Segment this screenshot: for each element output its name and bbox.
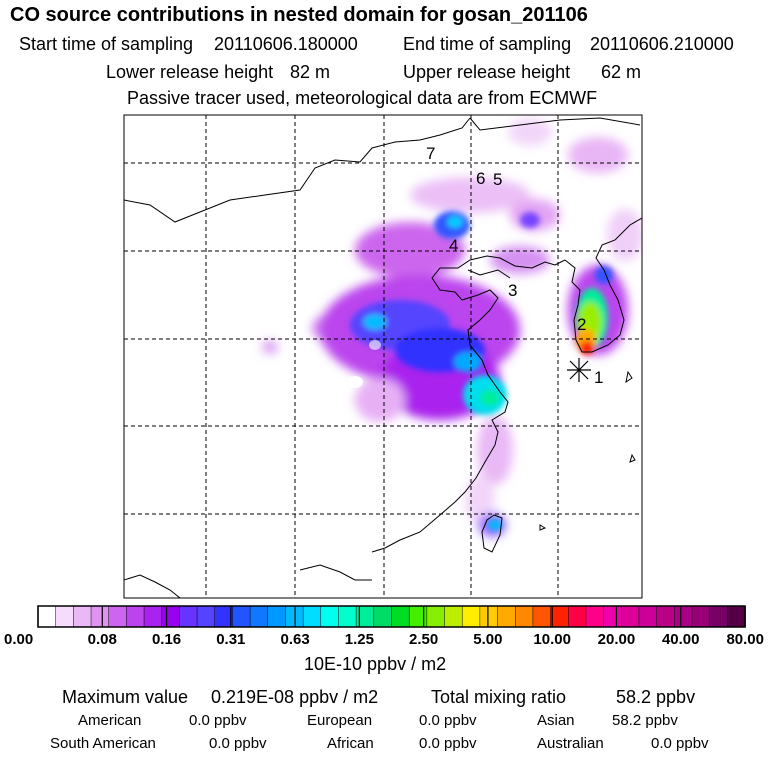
map-label-3: 3: [508, 281, 517, 300]
colorbar-segment: [320, 605, 340, 628]
colorbar-segment: [196, 605, 216, 628]
region-name-american: American: [78, 712, 142, 729]
colorbar-tick-label: 40.00: [662, 631, 700, 648]
region-name-european: European: [307, 712, 373, 729]
total-mixing-value: 58.2 ppbv: [616, 687, 696, 707]
upper-height-value: 62 m: [601, 62, 642, 82]
colorbar-segment: [656, 605, 676, 628]
colorbar-segment: [709, 605, 729, 628]
colorbar-segment: [302, 605, 322, 628]
start-time-label: Start time of sampling: [19, 34, 194, 54]
region-value-south-american: 0.0 ppbv: [209, 735, 267, 752]
colorbar-segment: [550, 605, 570, 628]
concentration-field-core: [350, 211, 613, 531]
colorbar-segment: [179, 605, 198, 628]
map-label-5: 5: [493, 170, 502, 189]
colorbar-segment: [603, 605, 623, 628]
colorbar-segment: [497, 605, 516, 628]
upper-height-label: Upper release height: [403, 62, 571, 82]
colorbar-segment: [232, 605, 251, 628]
lower-height-label: Lower release height: [106, 62, 274, 82]
map-label-4: 4: [449, 236, 458, 255]
map-label-1: 1: [594, 368, 603, 387]
colorbar-segment: [90, 605, 110, 628]
colorbar-segment: [73, 605, 92, 628]
colorbar-tick-label: 80.00: [726, 631, 764, 648]
max-value: 0.219E-08 ppbv / m2: [211, 687, 379, 707]
max-value-label: Maximum value: [62, 687, 189, 707]
colorbar: [37, 605, 746, 628]
map-label-2: 2: [577, 315, 586, 334]
colorbar-tick-label: 20.00: [598, 631, 636, 648]
region-value-american: 0.0 ppbv: [189, 712, 247, 729]
colorbar-tick-label: 5.00: [473, 631, 502, 648]
plot-title: CO source contributions in nested domain…: [10, 4, 588, 26]
colorbar-segment: [621, 605, 640, 628]
region-value-asian: 58.2 ppbv: [612, 712, 678, 729]
region-name-south-american: South American: [50, 735, 156, 752]
colorbar-segment: [444, 605, 463, 628]
colorbar-segment: [479, 605, 499, 628]
colorbar-segment: [338, 605, 357, 628]
colorbar-segment: [161, 605, 181, 628]
colorbar-tick-label: 2.50: [409, 631, 438, 648]
colorbar-ticks: 0.00 0.08 0.16 0.31 0.63 1.25 2.50 5.00 10.00 20.…: [4, 606, 764, 648]
start-time-value: 20110606.180000: [214, 34, 358, 54]
colorbar-segment: [249, 605, 269, 628]
region-name-australian: Australian: [537, 735, 604, 752]
map-content: [124, 117, 642, 598]
receptor-marker: [567, 358, 591, 382]
colorbar-tick-label: 0.08: [88, 631, 117, 648]
colorbar-segment: [37, 605, 57, 628]
colorbar-segment: [373, 605, 393, 628]
colorbar-segment: [532, 605, 552, 628]
map-label-6: 6: [476, 169, 485, 188]
map-label-7: 7: [426, 144, 435, 163]
tracer-note: Passive tracer used, meteorological data…: [127, 88, 598, 108]
map-frame: [123, 114, 643, 599]
grid-lines: [124, 115, 642, 598]
region-name-african: African: [327, 735, 374, 752]
colorbar-segment: [214, 605, 234, 628]
colorbar-segment: [727, 605, 746, 628]
colorbar-segment: [108, 605, 128, 628]
colorbar-unit: 10E-10 ppbv / m2: [304, 654, 447, 674]
colorbar-segment: [638, 605, 658, 628]
colorbar-tick-label: 10.00: [533, 631, 571, 648]
total-mixing-label: Total mixing ratio: [431, 687, 567, 707]
end-time-label: End time of sampling: [403, 34, 572, 54]
colorbar-segment: [143, 605, 163, 628]
colorbar-tick-label: 1.25: [345, 631, 374, 648]
lower-height-value: 82 m: [290, 62, 331, 82]
colorbar-segment: [391, 605, 410, 628]
colorbar-segment: [691, 605, 711, 628]
colorbar-segment: [426, 605, 446, 628]
colorbar-segment: [674, 605, 693, 628]
colorbar-tick-label: 0.00: [4, 631, 33, 648]
coastlines: [124, 117, 642, 598]
end-time-value: 20110606.210000: [590, 34, 734, 54]
colorbar-tick-label: 0.16: [152, 631, 181, 648]
colorbar-segment: [568, 605, 587, 628]
colorbar-segment: [126, 605, 145, 628]
colorbar-tick-label: 0.31: [216, 631, 245, 648]
colorbar-segment: [55, 605, 75, 628]
region-value-australian: 0.0 ppbv: [651, 735, 709, 752]
colorbar-segment: [461, 605, 481, 628]
colorbar-segment: [267, 605, 287, 628]
colorbar-segment: [514, 605, 534, 628]
colorbar-tick-label: 0.63: [280, 631, 309, 648]
region-name-asian: Asian: [537, 712, 575, 729]
region-value-european: 0.0 ppbv: [419, 712, 477, 729]
colorbar-segment: [408, 605, 428, 628]
colorbar-segment: [585, 605, 605, 628]
region-value-african: 0.0 ppbv: [419, 735, 477, 752]
